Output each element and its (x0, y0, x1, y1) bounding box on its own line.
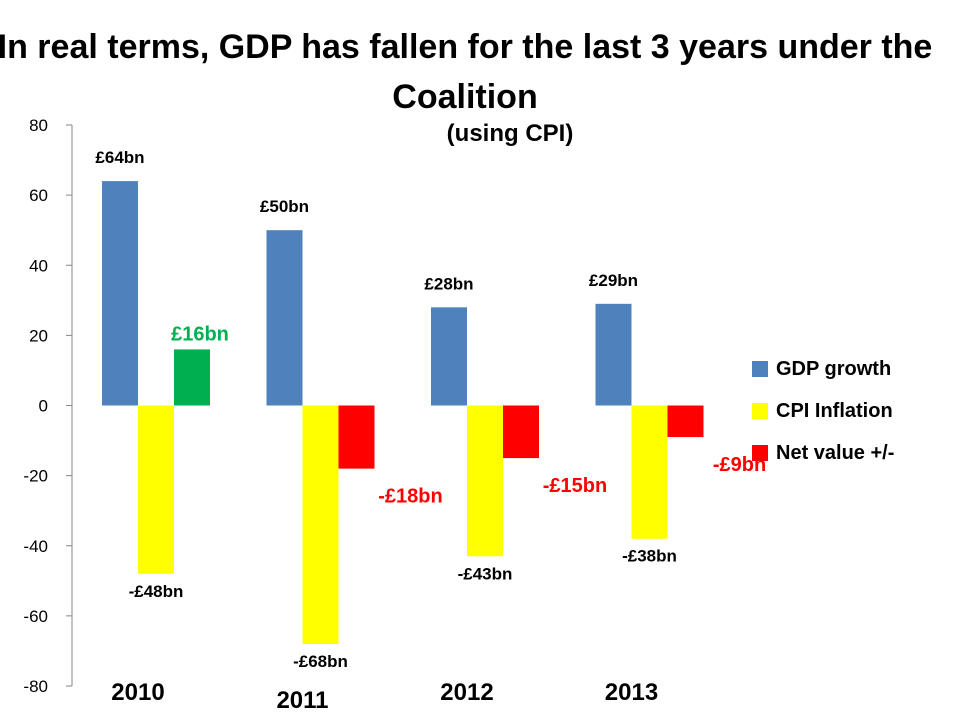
y-tick-label: -20 (23, 467, 48, 486)
y-tick-label: 0 (39, 397, 48, 416)
data-label: £64bn (95, 148, 144, 167)
bar (467, 405, 503, 557)
legend-label: Net value +/- (776, 441, 895, 464)
data-label: -£43bn (458, 564, 513, 583)
bar (174, 349, 210, 406)
chart-subtitle: (using CPI) (446, 120, 574, 147)
bar (631, 405, 668, 539)
legend-label: GDP growth (776, 357, 892, 380)
data-label: -£15bn (543, 475, 607, 497)
chart-legend: GDP growth CPI Inflation Net value +/- (752, 348, 894, 474)
x-category-label: 2012 (440, 679, 493, 706)
data-label: -£38bn (622, 547, 677, 566)
data-label: -£18bn (378, 486, 442, 508)
y-tick-label: 60 (29, 186, 48, 205)
legend-swatch (752, 445, 768, 461)
data-label: £29bn (589, 271, 638, 290)
legend-swatch (752, 403, 768, 419)
bar (266, 230, 303, 406)
bar (338, 405, 375, 469)
legend-item: CPI Inflation (752, 390, 894, 432)
legend-swatch (752, 361, 768, 377)
y-tick-label: 20 (29, 326, 48, 345)
data-label: £50bn (260, 197, 309, 216)
data-label: -£48bn (129, 582, 184, 601)
bar (503, 405, 539, 459)
bar (667, 405, 704, 438)
y-tick-label: 40 (29, 256, 48, 275)
x-category-label: 2011 (276, 687, 328, 714)
y-tick-label: -80 (23, 677, 48, 696)
legend-item: GDP growth (752, 348, 894, 390)
bar (138, 405, 174, 574)
legend-label: CPI Inflation (776, 399, 893, 422)
bar (102, 181, 138, 406)
x-category-label: 2013 (605, 679, 658, 706)
data-label: £28bn (424, 274, 473, 293)
x-category-label: 2010 (111, 679, 164, 706)
bar (431, 307, 467, 406)
y-tick-label: 80 (29, 116, 48, 135)
bar (302, 405, 339, 644)
legend-item: Net value +/- (752, 432, 894, 474)
data-label: -£68bn (293, 652, 348, 671)
bar (595, 303, 632, 406)
y-tick-label: -40 (23, 537, 48, 556)
y-tick-label: -60 (23, 607, 48, 626)
data-label: £16bn (171, 323, 229, 345)
